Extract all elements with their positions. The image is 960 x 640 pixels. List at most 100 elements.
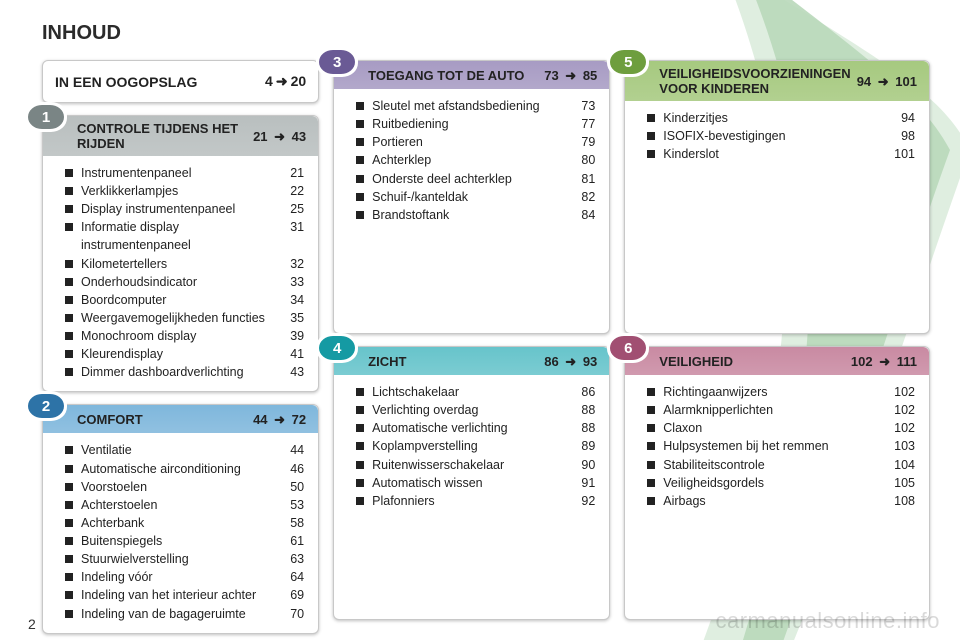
- bullet-icon: [65, 591, 73, 599]
- bullet-icon: [647, 424, 655, 432]
- bullet-icon: [65, 314, 73, 322]
- item-page: 39: [272, 327, 304, 345]
- item-label: Kleurendisplay: [81, 345, 272, 363]
- section-body: Lichtschakelaar86Verlichting overdag88Au…: [346, 383, 597, 510]
- item-label: Instrumentenpaneel: [81, 164, 272, 182]
- bullet-icon: [647, 442, 655, 450]
- item-label: Sleutel met afstandsbediening: [372, 97, 563, 115]
- item-page: 79: [563, 133, 595, 151]
- item-page: 63: [272, 550, 304, 568]
- section-header: 2COMFORT44 ➜ 72: [43, 405, 318, 433]
- item-label: Voorstoelen: [81, 478, 272, 496]
- item-page: 104: [883, 456, 915, 474]
- list-item: Indeling vóór64: [65, 568, 304, 586]
- item-page: 69: [272, 586, 304, 604]
- section-title: CONTROLE TIJDENS HET RIJDEN: [77, 122, 247, 152]
- list-item: Monochroom display39: [65, 327, 304, 345]
- item-label: Automatische verlichting: [372, 419, 563, 437]
- section-range: 44 ➜ 72: [253, 412, 306, 428]
- list-item: Buitenspiegels61: [65, 532, 304, 550]
- section-range: 86 ➜ 93: [544, 354, 597, 370]
- bullet-icon: [356, 461, 364, 469]
- arrow-icon: ➜: [875, 74, 892, 89]
- section-1-panel: 1CONTROLE TIJDENS HET RIJDEN21 ➜ 43 Instr…: [42, 115, 319, 392]
- arrow-icon: ➜: [273, 73, 291, 89]
- item-label: Stabiliteitscontrole: [663, 456, 883, 474]
- item-page: 73: [563, 97, 595, 115]
- item-page: 88: [563, 419, 595, 437]
- list-item: Ruitbediening77: [356, 115, 595, 133]
- section-5-panel: 5VEILIGHEIDSVOORZIENINGEN VOOR KINDEREN9…: [624, 60, 930, 334]
- section-2-panel: 2COMFORT44 ➜ 72Ventilatie44Automatische …: [42, 404, 319, 633]
- bullet-icon: [356, 442, 364, 450]
- bullet-icon: [65, 296, 73, 304]
- item-label: Automatische airconditioning: [81, 460, 272, 478]
- item-page: 32: [272, 255, 304, 273]
- item-page: 43: [272, 363, 304, 381]
- item-page: 33: [272, 273, 304, 291]
- list-item: Kinderzitjes94: [647, 109, 915, 127]
- arrow-icon: ➜: [271, 412, 288, 427]
- section-range: 73 ➜ 85: [544, 68, 597, 84]
- list-item: Display instrumentenpaneel25: [65, 200, 304, 218]
- item-page: 64: [272, 568, 304, 586]
- item-page: 92: [563, 492, 595, 510]
- section-badge: 1: [25, 102, 67, 132]
- list-item: Automatisch wissen91: [356, 474, 595, 492]
- item-label: Kinderslot: [663, 145, 883, 163]
- section-title: VEILIGHEIDSVOORZIENINGEN VOOR KINDEREN: [659, 67, 850, 97]
- list-item: Dimmer dashboardverlichting43: [65, 363, 304, 381]
- item-label: Verklikkerlampjes: [81, 182, 272, 200]
- section-body: Instrumentenpaneel21Verklikkerlampjes22D…: [55, 164, 306, 382]
- bullet-icon: [65, 278, 73, 286]
- list-item: Richtingaanwijzers102: [647, 383, 915, 401]
- item-label: Kinderzitjes: [663, 109, 883, 127]
- item-page: 21: [272, 164, 304, 182]
- bullet-icon: [356, 406, 364, 414]
- content-grid: IN EEN OOGOPSLAG 4➜20 1CONTROLE TIJDENS …: [42, 60, 930, 620]
- section-body: Kinderzitjes94ISOFIX-bevestigingen98Kind…: [637, 109, 917, 163]
- item-page: 81: [563, 170, 595, 188]
- badge-number: 3: [319, 50, 355, 74]
- intro-range: 4➜20: [265, 73, 306, 90]
- item-page: 70: [272, 605, 304, 623]
- item-label: Onderhoudsindicator: [81, 273, 272, 291]
- list-item: Stabiliteitscontrole104: [647, 456, 915, 474]
- column-2: 3TOEGANG TOT DE AUTO73 ➜ 85Sleutel met a…: [333, 60, 610, 620]
- item-label: Automatisch wissen: [372, 474, 563, 492]
- list-item: Automatische verlichting88: [356, 419, 595, 437]
- item-label: Verlichting overdag: [372, 401, 563, 419]
- bullet-icon: [65, 555, 73, 563]
- section-badge: 6: [607, 333, 649, 363]
- item-label: Buitenspiegels: [81, 532, 272, 550]
- section-header: 1CONTROLE TIJDENS HET RIJDEN21 ➜ 43: [43, 116, 318, 156]
- list-item: Portieren79: [356, 133, 595, 151]
- bullet-icon: [647, 150, 655, 158]
- arrow-icon: ➜: [876, 354, 893, 369]
- bullet-icon: [65, 350, 73, 358]
- intro-range-to: 20: [291, 73, 307, 89]
- item-page: 53: [272, 496, 304, 514]
- bullet-icon: [65, 223, 73, 231]
- item-label: Alarmknipperlichten: [663, 401, 883, 419]
- list-item: Boordcomputer34: [65, 291, 304, 309]
- item-page: 88: [563, 401, 595, 419]
- section-3-panel: 3TOEGANG TOT DE AUTO73 ➜ 85Sleutel met a…: [333, 60, 610, 334]
- item-page: 82: [563, 188, 595, 206]
- bullet-icon: [356, 156, 364, 164]
- page-title: INHOUD: [42, 22, 121, 45]
- page-number: 2: [28, 616, 36, 632]
- item-page: 77: [563, 115, 595, 133]
- bullet-icon: [356, 424, 364, 432]
- item-label: Boordcomputer: [81, 291, 272, 309]
- item-label: Richtingaanwijzers: [663, 383, 883, 401]
- item-label: Ventilatie: [81, 441, 272, 459]
- item-label: Dimmer dashboardverlichting: [81, 363, 272, 381]
- bullet-icon: [65, 519, 73, 527]
- item-label: Schuif-/kanteldak: [372, 188, 563, 206]
- arrow-icon: ➜: [562, 68, 579, 83]
- list-item: Verlichting overdag88: [356, 401, 595, 419]
- list-item: Voorstoelen50: [65, 478, 304, 496]
- item-label: Indeling vóór: [81, 568, 272, 586]
- item-label: ISOFIX-bevestigingen: [663, 127, 883, 145]
